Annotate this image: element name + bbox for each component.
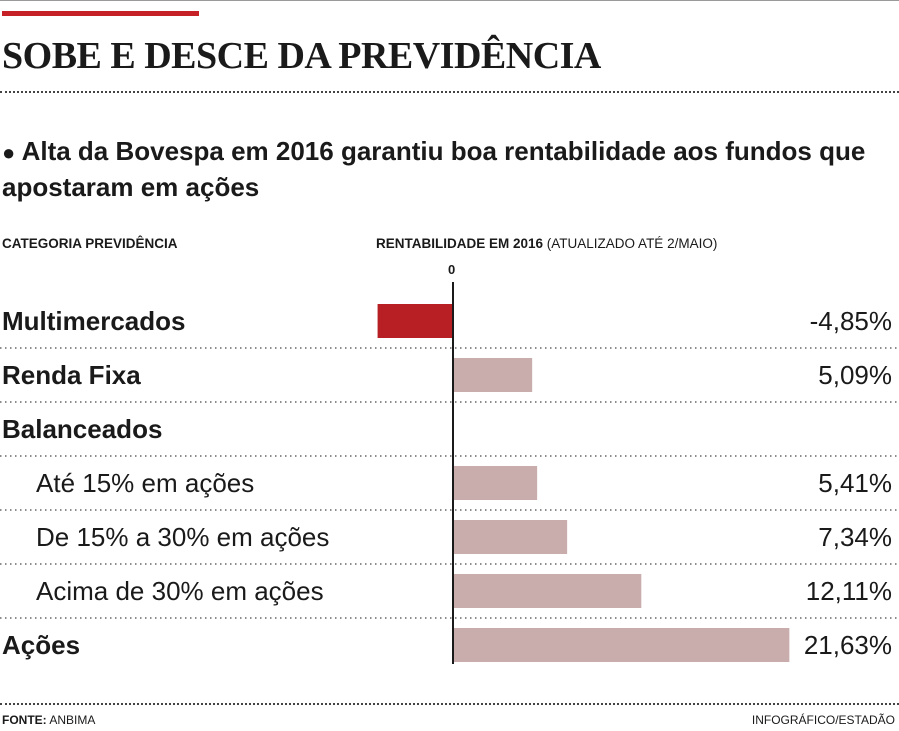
category-label: De 15% a 30% em ações: [36, 522, 329, 552]
category-label: Balanceados: [2, 414, 162, 444]
source-value: ANBIMA: [49, 713, 96, 727]
value-label: 12,11%: [806, 576, 892, 606]
value-label: 5,41%: [818, 468, 892, 498]
footer-divider: [0, 703, 899, 705]
source-note: FONTE: ANBIMA: [2, 711, 95, 729]
title-divider: [0, 91, 899, 93]
top-rule: [0, 0, 899, 1]
category-label: Acima de 30% em ações: [36, 576, 324, 606]
chart-subtitle: ● Alta da Bovespa em 2016 garantiu boa r…: [2, 134, 897, 205]
category-column-header: CATEGORIA PREVIDÊNCIA: [2, 236, 178, 251]
bar: [453, 628, 790, 662]
bar: [453, 520, 568, 554]
category-label: Ações: [2, 630, 80, 660]
value-label: 21,63%: [804, 630, 892, 660]
bar: [453, 466, 538, 500]
chart-title: SOBE E DESCE DA PREVIDÊNCIA: [2, 35, 601, 77]
bar: [453, 574, 642, 608]
credit-note: INFOGRÁFICO/ESTADÃO: [751, 713, 895, 727]
accent-bar: [2, 11, 199, 16]
value-column-note: (ATUALIZADO ATÉ 2/MAIO): [546, 236, 718, 251]
category-label: Renda Fixa: [2, 360, 141, 390]
bar: [453, 358, 533, 392]
value-column-header: RENTABILIDADE EM 2016 (ATUALIZADO ATÉ 2/…: [376, 234, 717, 254]
subtitle-text: Alta da Bovespa em 2016 garantiu boa ren…: [2, 136, 866, 202]
value-label: -4,85%: [810, 306, 892, 336]
value-label: 7,34%: [818, 522, 892, 552]
category-label: Até 15% em ações: [36, 468, 254, 498]
source-label: FONTE:: [2, 713, 47, 727]
bar: [377, 304, 453, 338]
value-label: 5,09%: [818, 360, 892, 390]
value-column-title: RENTABILIDADE EM 2016: [376, 236, 544, 251]
category-label: Multimercados: [2, 306, 186, 336]
zero-axis-label: 0: [448, 262, 456, 277]
bullet-icon: ●: [2, 140, 16, 165]
